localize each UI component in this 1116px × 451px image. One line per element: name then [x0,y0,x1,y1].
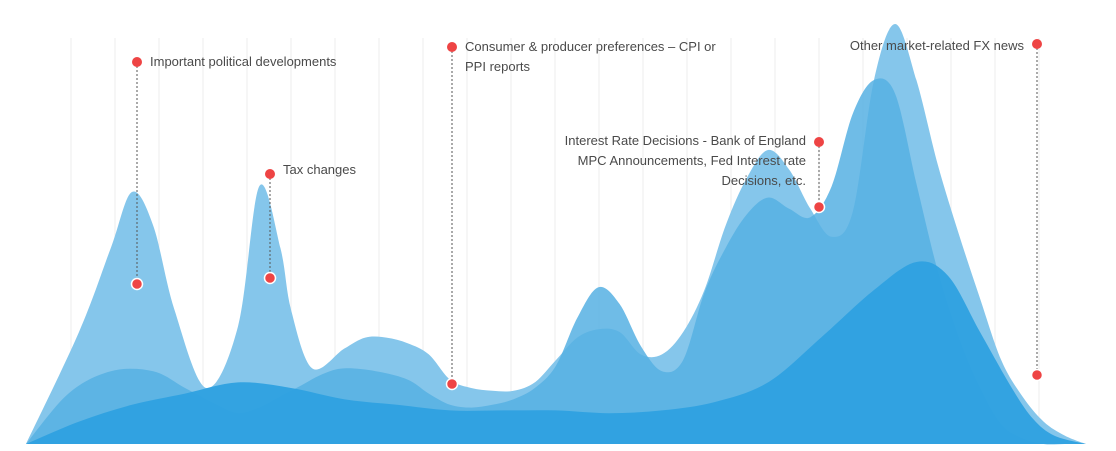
annotation-1: Important political developments [130,54,337,291]
annotation-label-line: Interest Rate Decisions - Bank of Englan… [565,133,806,148]
annotation-label-line: PPI reports [465,59,531,74]
annotation-label-dot [1032,39,1042,49]
annotation-point-dot [812,200,826,214]
annotation-label-dot [265,169,275,179]
annotation-label-dot [447,42,457,52]
annotation-point-dot [130,277,144,291]
annotation-label-line: Consumer & producer preferences – CPI or [465,39,716,54]
annotation-point-dot [445,377,459,391]
annotation-5: Other market-related FX news [850,38,1044,382]
annotation-label-line: Important political developments [150,54,337,69]
series-area-3 [26,261,1086,444]
annotation-point-dot [1030,368,1044,382]
annotation-label-dot [132,57,142,67]
annotation-label-line: Decisions, etc. [721,173,806,188]
annotation-point-dot [263,271,277,285]
annotation-label-line: Tax changes [283,162,356,177]
annotations: Important political developments Tax chan… [130,38,1044,391]
annotation-label-line: MPC Announcements, Fed Interest rate [578,153,806,168]
annotation-2: Tax changes [263,162,356,285]
annotation-4: Interest Rate Decisions - Bank of Englan… [565,133,826,214]
annotation-label-dot [814,137,824,147]
annotation-label-line: Other market-related FX news [850,38,1025,53]
series-areas [26,24,1086,445]
annotation-3: Consumer & producer preferences – CPI or… [445,39,716,391]
